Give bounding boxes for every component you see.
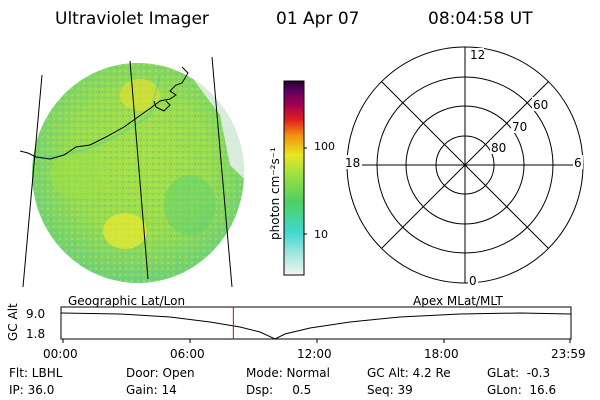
colorbar-tick-10: 10 [314,228,328,241]
x-tick-2359: 23:59 [551,347,586,361]
glat-status: GLat: -0.3 [487,366,551,380]
colorbar-unit-label: photon cm⁻²s⁻¹ [268,147,282,240]
glon-status: GLon: 16.6 [487,383,557,397]
x-tick-0000: 00:00 [43,347,78,361]
mlat-label-70: 70 [512,120,527,134]
mlat-label-80: 80 [491,141,506,155]
y-tick-9: 9.0 [26,307,46,321]
seq-status: Seq: 39 [367,383,413,397]
gain-status: Gain: 14 [126,383,177,397]
filter-status: Flt: LBHL [9,366,63,380]
status-row-2: IP: 36.0 Gain: 14 Dsp: 0.5 Seq: 39 GLon:… [0,383,600,399]
colorbar-tick-100: 100 [314,140,335,153]
gc-alt-status: GC Alt: 4.2 Re [367,366,451,380]
x-tick-0600: 06:00 [170,347,205,361]
status-row-1: Flt: LBHL Door: Open Mode: Normal GC Alt… [0,366,600,382]
x-tick-1200: 12:00 [297,347,332,361]
mlt-label-bottom: 0 [469,274,477,288]
auroral-image [20,56,244,287]
instrument-title: Ultraviolet Imager [55,9,209,29]
geographic-label: Geographic Lat/Lon [68,294,186,308]
mode-status: Mode: Normal [246,366,330,380]
color-scale-bar [283,80,307,276]
y-tick-1-8: 1.8 [26,327,46,341]
polar-grid-plot: 12 0 18 6 60 70 80 [344,46,584,288]
mlt-label-left: 18 [345,156,360,170]
altitude-timeline-plot [60,306,572,343]
apex-label: Apex MLat/MLT [413,294,503,308]
time-label: 08:04:58 UT [428,9,533,29]
mlat-label-60: 60 [533,98,548,112]
mlt-label-right: 6 [574,156,582,170]
date-label: 01 Apr 07 [276,9,360,29]
door-status: Door: Open [126,366,195,380]
dsp-status: Dsp: 0.5 [246,383,312,397]
ip-status: IP: 36.0 [9,383,55,397]
gc-alt-axis-title: GC Alt [6,303,20,341]
x-tick-1800: 18:00 [424,347,459,361]
mlt-label-top: 12 [470,48,485,62]
